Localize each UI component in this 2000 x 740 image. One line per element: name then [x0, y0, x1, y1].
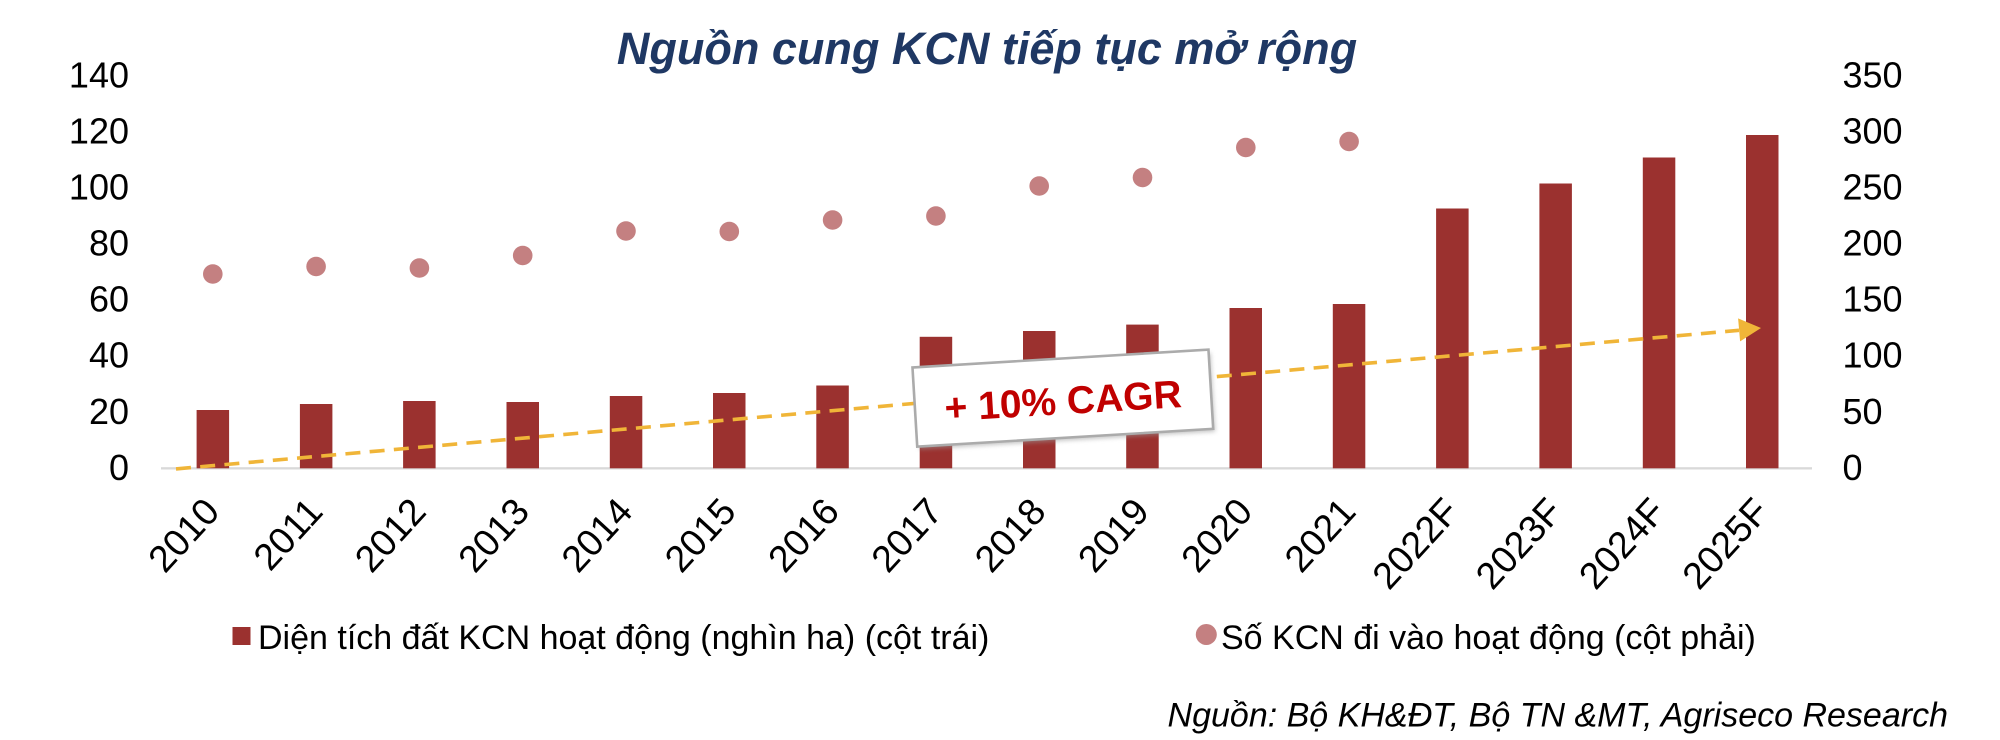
svg-text:100: 100	[69, 167, 129, 208]
svg-text:2010: 2010	[140, 490, 227, 580]
svg-text:80: 80	[89, 223, 129, 264]
svg-text:Nguồn cung KCN tiếp tục mở rộn: Nguồn cung KCN tiếp tục mở rộng	[617, 23, 1357, 74]
svg-text:150: 150	[1843, 279, 1903, 320]
svg-text:2013: 2013	[450, 490, 537, 580]
svg-text:350: 350	[1843, 55, 1903, 96]
svg-text:Số KCN đi vào hoạt động (cột p: Số KCN đi vào hoạt động (cột phải)	[1221, 619, 1756, 657]
svg-text:200: 200	[1843, 223, 1903, 264]
svg-text:100: 100	[1843, 335, 1903, 376]
svg-text:250: 250	[1843, 167, 1903, 208]
svg-text:0: 0	[109, 447, 129, 488]
svg-text:2023F: 2023F	[1467, 490, 1570, 597]
svg-text:2021: 2021	[1276, 490, 1363, 580]
svg-text:2014: 2014	[553, 490, 640, 580]
svg-text:2015: 2015	[656, 490, 743, 580]
svg-text:2011: 2011	[245, 490, 330, 578]
svg-text:2022F: 2022F	[1364, 490, 1467, 597]
svg-text:2025F: 2025F	[1674, 490, 1777, 597]
svg-text:Diện tích đất KCN hoạt động (n: Diện tích đất KCN hoạt động (nghìn ha) (…	[258, 619, 989, 657]
svg-text:2024F: 2024F	[1571, 490, 1674, 597]
svg-text:2019: 2019	[1070, 490, 1157, 580]
svg-text:2018: 2018	[966, 490, 1053, 580]
svg-text:20: 20	[89, 391, 129, 432]
svg-text:300: 300	[1843, 111, 1903, 152]
svg-text:Nguồn: Bộ KH&ĐT, Bộ TN &MT, Ag: Nguồn: Bộ KH&ĐT, Bộ TN &MT, Agriseco Res…	[1168, 697, 1948, 735]
svg-text:50: 50	[1843, 391, 1883, 432]
svg-text:2016: 2016	[760, 490, 847, 580]
svg-text:120: 120	[69, 111, 129, 152]
svg-text:140: 140	[69, 55, 129, 96]
svg-text:2020: 2020	[1173, 490, 1260, 580]
svg-text:2017: 2017	[863, 490, 950, 580]
svg-text:60: 60	[89, 279, 129, 320]
svg-text:0: 0	[1843, 447, 1863, 488]
svg-text:2012: 2012	[346, 490, 433, 580]
svg-text:40: 40	[89, 335, 129, 376]
